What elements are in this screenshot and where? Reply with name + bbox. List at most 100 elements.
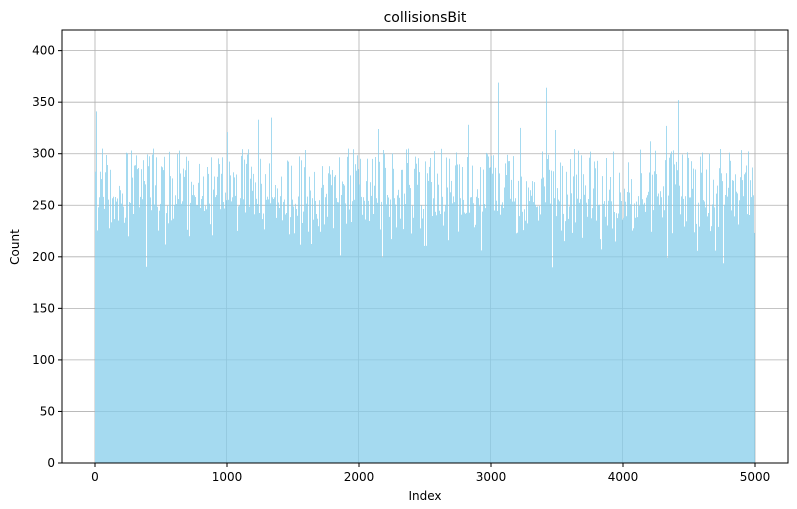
bar [707,216,708,463]
bar [217,176,218,464]
bar [673,150,674,464]
bar [495,167,496,464]
bar [510,198,511,464]
bar [460,198,461,463]
bar [613,151,614,463]
bar [132,177,133,463]
bar [551,170,552,463]
bar [204,211,205,463]
bar [426,245,427,463]
bar [303,211,304,463]
bar [485,208,486,463]
bar [548,154,549,463]
bar [428,180,429,463]
bar [544,186,545,463]
bar [174,204,175,463]
bar [101,179,102,463]
bar [564,241,565,463]
bar [215,197,216,463]
bar [105,172,106,464]
bar [334,176,335,464]
bar [522,211,523,463]
bar [519,216,520,463]
bar [248,149,249,464]
bar [550,203,551,463]
bar [343,184,344,463]
bar [230,175,231,463]
bar [680,214,681,463]
bar [689,197,690,463]
bar [614,212,615,463]
bar [610,177,611,463]
bar [646,197,647,463]
bar [503,208,504,463]
bar [502,202,503,464]
bar [703,200,704,463]
bar [576,174,577,463]
bar [562,165,563,463]
bar [723,263,724,463]
bar [584,194,585,464]
bar [484,204,485,463]
bar [663,186,664,464]
bar [312,198,313,463]
bar [270,203,271,464]
bar [319,200,320,463]
bar [302,223,303,463]
bar [153,148,154,463]
bar [634,203,635,463]
bar [445,204,446,463]
bar [474,227,475,463]
bar [625,201,626,463]
bar [651,231,652,463]
bar [186,156,187,463]
bar [751,197,752,463]
bar [422,218,423,463]
bar [511,179,512,463]
bar [375,157,376,463]
bar [577,198,578,463]
bar [242,149,243,463]
bar [706,169,707,463]
bar [524,209,525,463]
bar [592,208,593,463]
bar [261,183,262,464]
bar [668,195,669,463]
bar [367,158,368,463]
bar [333,228,334,463]
bar [338,202,339,463]
bar [477,189,478,463]
bar [118,220,119,463]
bar [257,204,258,463]
bar [440,214,441,463]
bar [335,175,336,463]
bar [339,157,340,464]
bar [488,156,489,463]
bar [461,214,462,463]
bar [179,150,180,463]
bar [534,182,535,463]
bar [344,185,345,463]
bar [487,154,488,463]
bar [443,225,444,463]
bar [413,217,414,463]
bar [298,196,299,463]
bar [352,201,353,463]
bar [412,205,413,464]
bar [553,171,554,464]
bar [572,232,573,463]
bar [734,216,735,463]
bar [713,179,714,463]
y-axis-label: Count [8,229,22,265]
bar [745,172,746,463]
bar [739,200,740,464]
bar [117,198,118,463]
bar [254,214,255,463]
bar [326,193,327,464]
bar [669,157,670,463]
bar [419,172,420,463]
bar [341,195,342,463]
bar [243,199,244,464]
bar [378,129,379,463]
bar [218,158,219,463]
